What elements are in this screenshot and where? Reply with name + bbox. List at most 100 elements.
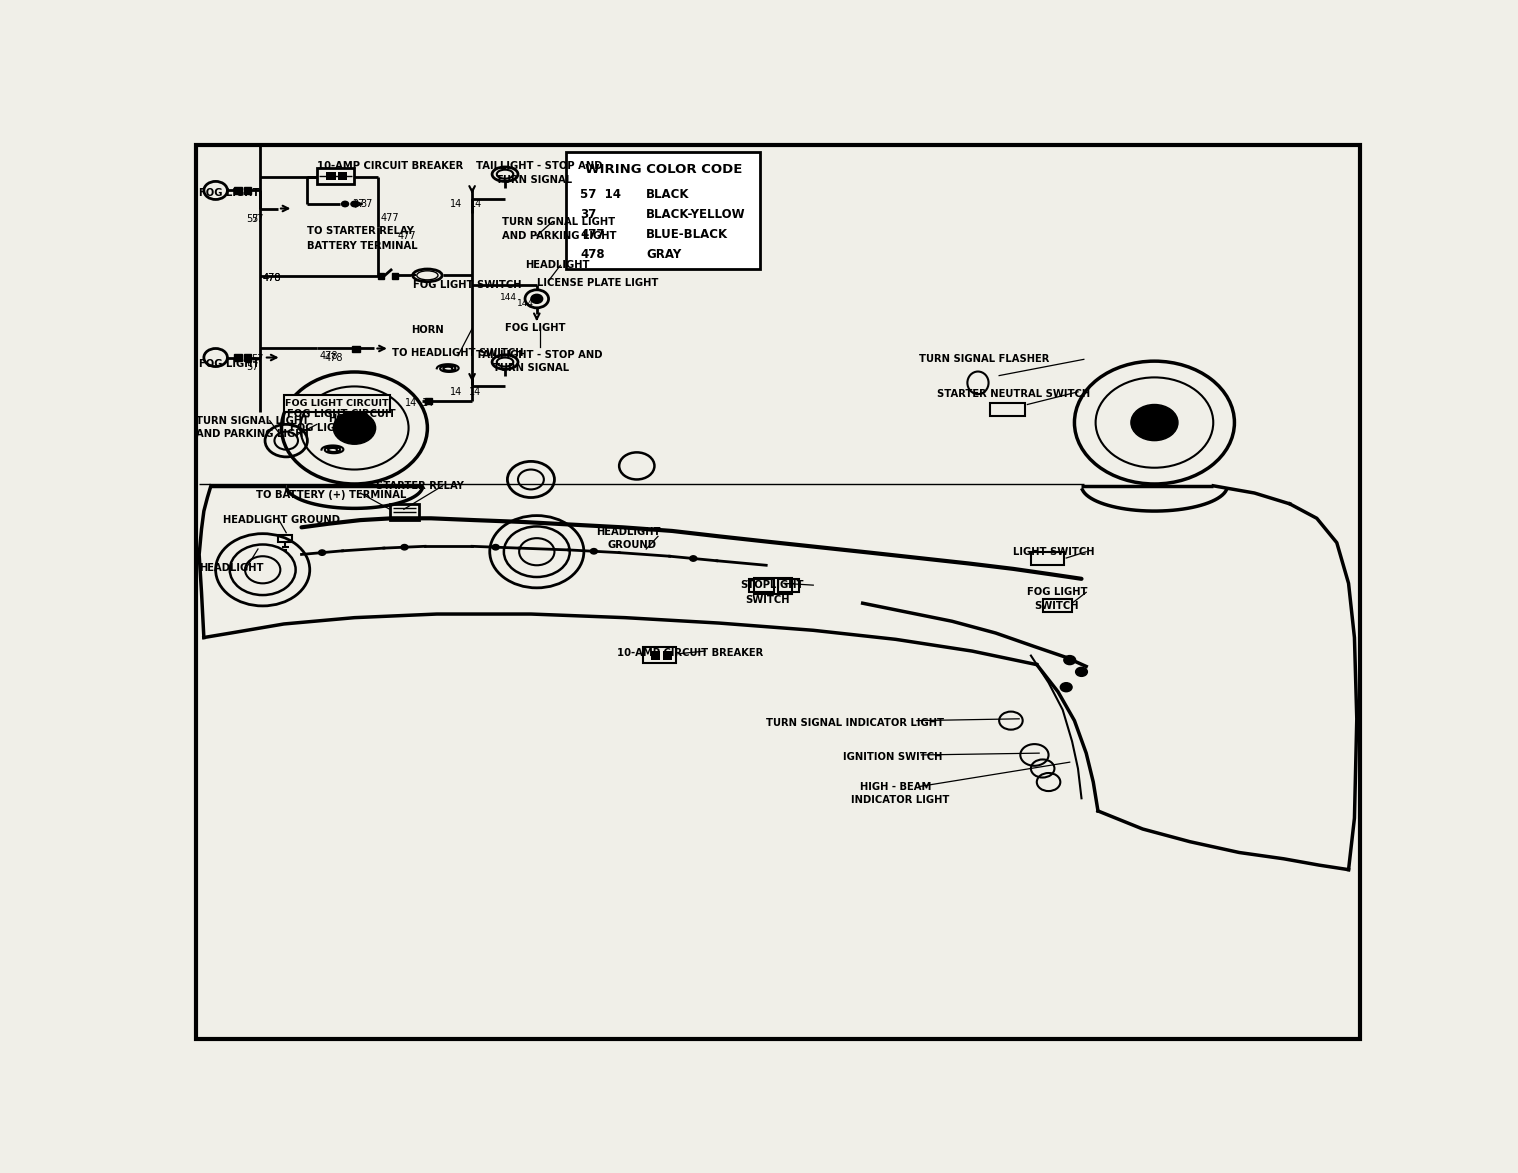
Text: 477: 477 <box>398 231 416 240</box>
FancyBboxPatch shape <box>566 151 761 269</box>
Bar <box>352 346 360 352</box>
Circle shape <box>342 202 349 206</box>
Text: 14: 14 <box>451 387 463 396</box>
Text: 478: 478 <box>580 248 606 262</box>
Text: 478: 478 <box>319 351 337 361</box>
Text: LIGHT SWITCH: LIGHT SWITCH <box>1014 547 1094 557</box>
Text: TO BATTERY (+) TERMINAL: TO BATTERY (+) TERMINAL <box>255 490 405 500</box>
Circle shape <box>334 412 375 445</box>
Bar <box>1043 598 1072 612</box>
Text: TAILLIGHT - STOP AND: TAILLIGHT - STOP AND <box>475 161 603 171</box>
Text: 37: 37 <box>360 199 373 209</box>
Text: 57: 57 <box>250 354 264 365</box>
Bar <box>234 187 241 194</box>
Circle shape <box>1131 405 1178 441</box>
Bar <box>990 402 1025 416</box>
Text: 10-AMP CIRCUIT BREAKER: 10-AMP CIRCUIT BREAKER <box>616 647 764 658</box>
Text: 37: 37 <box>580 209 597 222</box>
Text: 10-AMP CIRCUIT BREAKER: 10-AMP CIRCUIT BREAKER <box>317 161 463 171</box>
Text: TURN SIGNAL LIGHT: TURN SIGNAL LIGHT <box>501 217 615 228</box>
Text: TURN SIGNAL: TURN SIGNAL <box>495 175 572 184</box>
Text: FOG LIGHT: FOG LIGHT <box>199 188 260 198</box>
Text: GROUND: GROUND <box>607 541 656 550</box>
Text: HEADLIGHT: HEADLIGHT <box>595 527 660 537</box>
Text: 14: 14 <box>451 199 463 209</box>
Text: SWITCH: SWITCH <box>745 595 789 604</box>
Text: 37: 37 <box>352 199 364 209</box>
Bar <box>317 168 355 184</box>
Text: BATTERY TERMINAL: BATTERY TERMINAL <box>307 240 417 251</box>
Text: AND PARKING LIGHT: AND PARKING LIGHT <box>501 231 616 240</box>
Circle shape <box>1064 656 1076 665</box>
Circle shape <box>401 544 408 550</box>
Bar <box>754 578 792 595</box>
Text: 14: 14 <box>469 387 481 396</box>
Text: 144: 144 <box>516 299 534 307</box>
Bar <box>390 504 419 520</box>
Bar <box>748 578 774 592</box>
Bar <box>278 535 291 542</box>
Circle shape <box>1076 667 1087 677</box>
FancyBboxPatch shape <box>196 145 1360 1039</box>
Circle shape <box>492 544 499 550</box>
Text: STARTER NEUTRAL SWITCH: STARTER NEUTRAL SWITCH <box>937 388 1090 399</box>
Text: 57: 57 <box>250 215 264 224</box>
Text: FOG LIGHT SWITCH: FOG LIGHT SWITCH <box>413 280 522 290</box>
Circle shape <box>531 294 543 304</box>
Text: 57: 57 <box>246 361 258 372</box>
Bar <box>425 398 433 405</box>
Bar <box>378 272 384 279</box>
Text: FOG LIGHT: FOG LIGHT <box>199 359 260 368</box>
Text: TAILLIGHT - STOP AND: TAILLIGHT - STOP AND <box>475 350 603 360</box>
Text: TURN SIGNAL LIGHT: TURN SIGNAL LIGHT <box>196 415 308 426</box>
Text: HEADLIGHT: HEADLIGHT <box>199 563 264 572</box>
Bar <box>663 651 672 660</box>
Text: HEADLIGHT: HEADLIGHT <box>525 260 589 271</box>
Text: FOG LIGHT: FOG LIGHT <box>290 423 351 433</box>
Circle shape <box>1060 683 1072 692</box>
Bar <box>244 187 250 194</box>
Text: 478: 478 <box>263 273 281 283</box>
Text: BLACK-YELLOW: BLACK-YELLOW <box>647 209 745 222</box>
Text: FOG LIGHT CIRCUIT: FOG LIGHT CIRCUIT <box>287 409 396 420</box>
Text: 478: 478 <box>263 273 281 283</box>
Circle shape <box>591 549 598 554</box>
Text: BLUE-BLACK: BLUE-BLACK <box>647 229 729 242</box>
Text: FOG LIGHT: FOG LIGHT <box>1028 588 1088 597</box>
Text: TURN SIGNAL FLASHER: TURN SIGNAL FLASHER <box>920 354 1049 365</box>
Text: HEADLIGHT GROUND: HEADLIGHT GROUND <box>223 515 340 526</box>
Text: STOPLIGHT: STOPLIGHT <box>741 581 805 590</box>
Text: 477: 477 <box>381 212 399 223</box>
Text: FOG LIGHT: FOG LIGHT <box>505 323 566 333</box>
Text: LICENSE PLATE LIGHT: LICENSE PLATE LIGHT <box>537 278 659 287</box>
Bar <box>1031 551 1064 565</box>
Text: HIGH - BEAM: HIGH - BEAM <box>861 781 932 792</box>
Text: 57: 57 <box>246 215 258 224</box>
Text: 14: 14 <box>469 199 483 209</box>
Text: 14: 14 <box>422 398 434 408</box>
Text: INDICATOR LIGHT: INDICATOR LIGHT <box>852 795 949 805</box>
Text: HORN: HORN <box>411 325 443 335</box>
Text: WIRING COLOR CODE: WIRING COLOR CODE <box>584 163 742 176</box>
Bar <box>642 646 676 663</box>
Bar <box>339 172 348 179</box>
Text: TO HEADLIGHT SWITCH: TO HEADLIGHT SWITCH <box>392 348 524 358</box>
Circle shape <box>689 556 697 561</box>
Bar <box>244 354 250 361</box>
Text: 57  14: 57 14 <box>580 189 621 202</box>
Circle shape <box>319 550 326 555</box>
Text: HORN: HORN <box>328 414 361 423</box>
Bar <box>392 272 398 279</box>
Bar <box>234 354 241 361</box>
Bar <box>326 172 335 179</box>
Text: 14: 14 <box>405 398 417 408</box>
Text: BLACK: BLACK <box>647 189 689 202</box>
Text: 478: 478 <box>325 353 343 364</box>
Text: TURN SIGNAL: TURN SIGNAL <box>493 364 569 373</box>
FancyBboxPatch shape <box>284 395 390 412</box>
Text: GRAY: GRAY <box>647 248 682 262</box>
Text: FOG LIGHT CIRCUIT: FOG LIGHT CIRCUIT <box>285 399 389 408</box>
Bar <box>651 651 660 660</box>
Text: TURN SIGNAL INDICATOR LIGHT: TURN SIGNAL INDICATOR LIGHT <box>767 718 944 728</box>
Text: 144: 144 <box>499 292 516 301</box>
